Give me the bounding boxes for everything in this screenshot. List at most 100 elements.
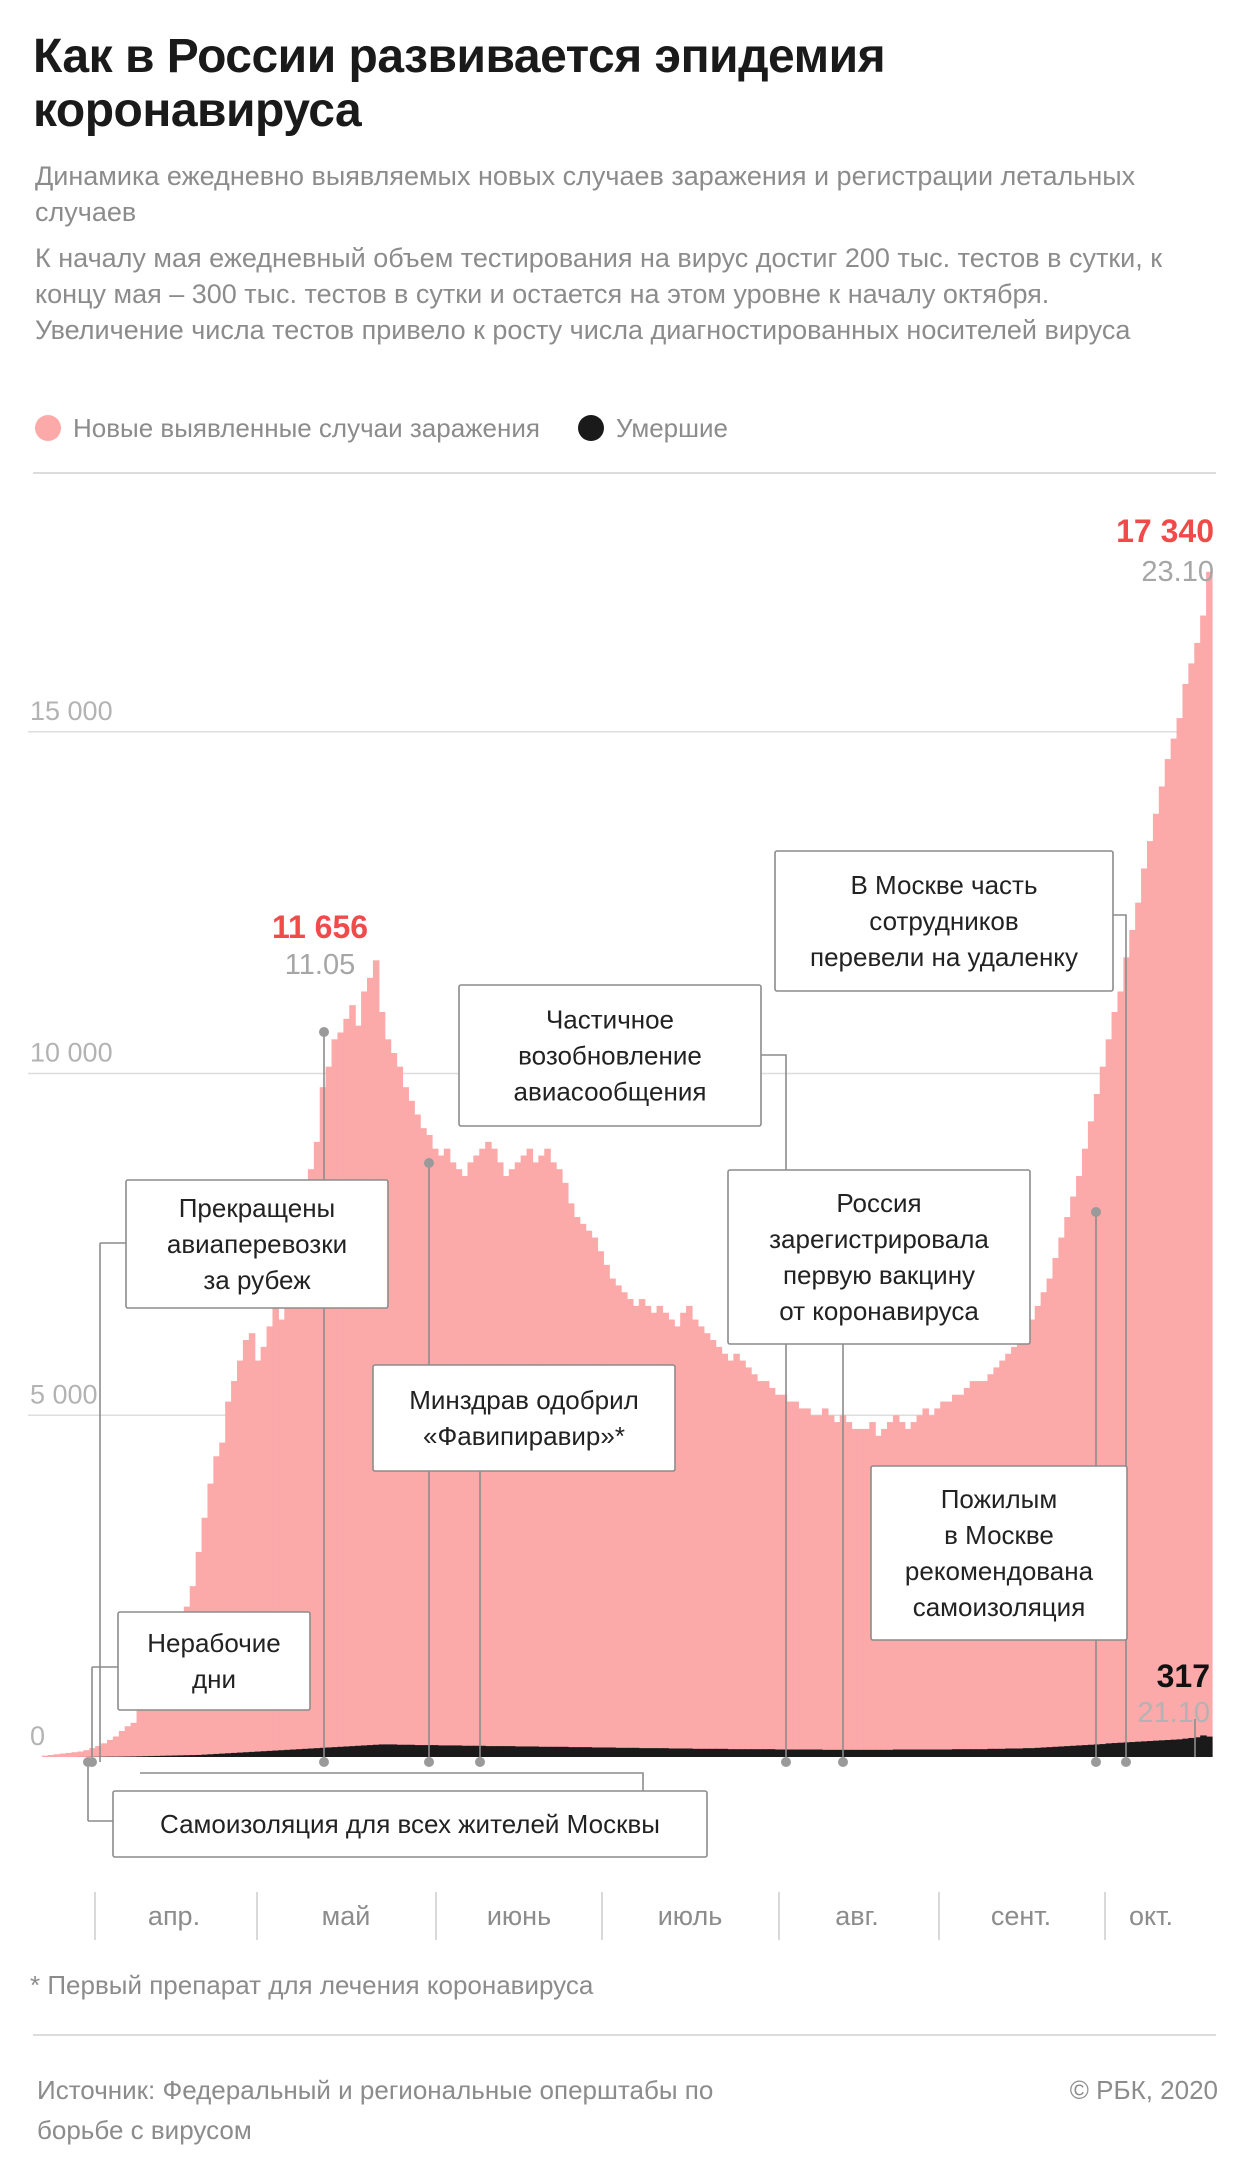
bar-cases [745, 1367, 752, 1757]
bar-deaths [940, 1749, 947, 1757]
bar-cases [721, 1353, 729, 1757]
month-label: июнь [487, 1901, 551, 1931]
bar-cases [609, 1278, 616, 1757]
bar-deaths [497, 1746, 504, 1757]
bar-deaths [1046, 1747, 1054, 1757]
bar-cases [786, 1401, 794, 1757]
bar-cases [1111, 1011, 1119, 1757]
bar-deaths [952, 1749, 959, 1757]
bar-cases [1194, 642, 1201, 1757]
bar-cases [603, 1264, 610, 1757]
month-label: окт. [1129, 1901, 1173, 1931]
bar-cases [1129, 929, 1136, 1757]
annotation-box: Минздрав одобрил «Фавипиравир»* [372, 1364, 676, 1472]
annotation-dot [83, 1757, 93, 1767]
bar-deaths [916, 1749, 924, 1757]
bar-cases [656, 1305, 664, 1757]
legend: Новые выявленные случаи заражения Умерши… [35, 410, 766, 446]
annotation-dot [424, 1158, 434, 1168]
bar-cases [816, 1415, 823, 1757]
bar-cases [260, 1346, 268, 1757]
bar-deaths [219, 1753, 226, 1757]
bar-cases [621, 1292, 628, 1757]
copyright: © РБК, 2020 [1069, 2075, 1218, 2105]
bar-deaths [284, 1749, 291, 1757]
bar-deaths [922, 1749, 929, 1757]
legend-label-cases: Новые выявленные случаи заражения [73, 412, 540, 443]
top-divider [33, 472, 1216, 474]
bar-deaths [432, 1745, 439, 1757]
bar-deaths [242, 1752, 250, 1757]
bar-deaths [863, 1749, 870, 1757]
annotation-text: Пожилым [941, 1484, 1058, 1514]
bar-cases [709, 1340, 717, 1757]
annotation-text: Минздрав одобрил [409, 1385, 639, 1415]
bar-cases [124, 1726, 132, 1757]
bar-deaths [757, 1749, 764, 1757]
bar-cases [254, 1360, 262, 1757]
bar-cases [225, 1401, 232, 1757]
chart-description: К началу мая ежедневный объем тестирован… [35, 243, 1163, 345]
bar-deaths [1176, 1739, 1184, 1757]
bar-cases [579, 1223, 587, 1757]
bar-deaths [367, 1745, 374, 1757]
bar-deaths [1188, 1737, 1195, 1757]
bar-cases [118, 1731, 126, 1757]
bar-deaths [597, 1747, 604, 1757]
bar-cases [284, 1271, 291, 1757]
bar-deaths [189, 1755, 197, 1757]
bar-deaths [384, 1744, 392, 1757]
bar-deaths [573, 1747, 581, 1757]
month-label: авг. [835, 1901, 878, 1931]
annotation-frame [125, 1179, 389, 1309]
bar-deaths [567, 1747, 575, 1757]
y-tick-label: 0 [30, 1721, 45, 1751]
bar-deaths [845, 1749, 853, 1757]
bar-deaths [1058, 1746, 1065, 1757]
chart-svg: 0 5 000 10 000 15 000 Нерабочие дни Самоизоляц… [28, 513, 1214, 1940]
bar-cases [845, 1422, 853, 1757]
bar-cases [627, 1299, 634, 1757]
annotation-text: от коронавируса [779, 1296, 979, 1326]
bar-cases [278, 1319, 285, 1757]
bar-deaths [514, 1746, 522, 1757]
bar-deaths [786, 1749, 794, 1757]
bar-deaths [355, 1745, 362, 1757]
bar-deaths [609, 1747, 616, 1757]
bar-deaths [538, 1746, 545, 1757]
bar-deaths [1040, 1747, 1048, 1757]
bar-cases [1141, 868, 1148, 1757]
bar-deaths [987, 1748, 994, 1757]
annotation-dot [1091, 1207, 1101, 1217]
bar-cases [77, 1751, 84, 1757]
bar-cases [1147, 841, 1154, 1757]
bar-cases [591, 1237, 599, 1757]
annotation-box: Пожилым в Москве рекомендована самоизоляция [870, 1465, 1128, 1641]
bar-cases [822, 1408, 829, 1757]
bar-deaths [774, 1749, 782, 1757]
bar-cases [290, 1244, 297, 1757]
bar-deaths [827, 1749, 835, 1757]
bar-cases [573, 1217, 581, 1757]
bar-cases [774, 1394, 782, 1757]
annotation-text: В Москве часть [850, 870, 1037, 900]
bar-deaths [372, 1744, 380, 1757]
bar-deaths [798, 1749, 805, 1757]
y-tick-label: 15 000 [30, 696, 113, 726]
annotation-dot [319, 1757, 329, 1767]
bar-cases [662, 1312, 669, 1757]
bar-deaths [833, 1749, 841, 1757]
bar-deaths [562, 1746, 569, 1757]
bar-deaths [550, 1746, 557, 1757]
bar-cases [1206, 571, 1213, 1757]
legend-swatch-cases [35, 415, 61, 441]
bar-cases [319, 1087, 327, 1757]
bar-deaths [650, 1748, 658, 1757]
annotation-text: авиасообщения [514, 1077, 707, 1107]
bar-deaths [325, 1747, 333, 1757]
legend-item-cases: Новые выявленные случаи заражения [35, 413, 540, 444]
footnote: * Первый препарат для лечения коронавиру… [30, 1970, 594, 2000]
y-tick-label: 10 000 [30, 1038, 113, 1068]
annotation-dot [424, 1757, 434, 1767]
bar-cases [792, 1401, 799, 1757]
